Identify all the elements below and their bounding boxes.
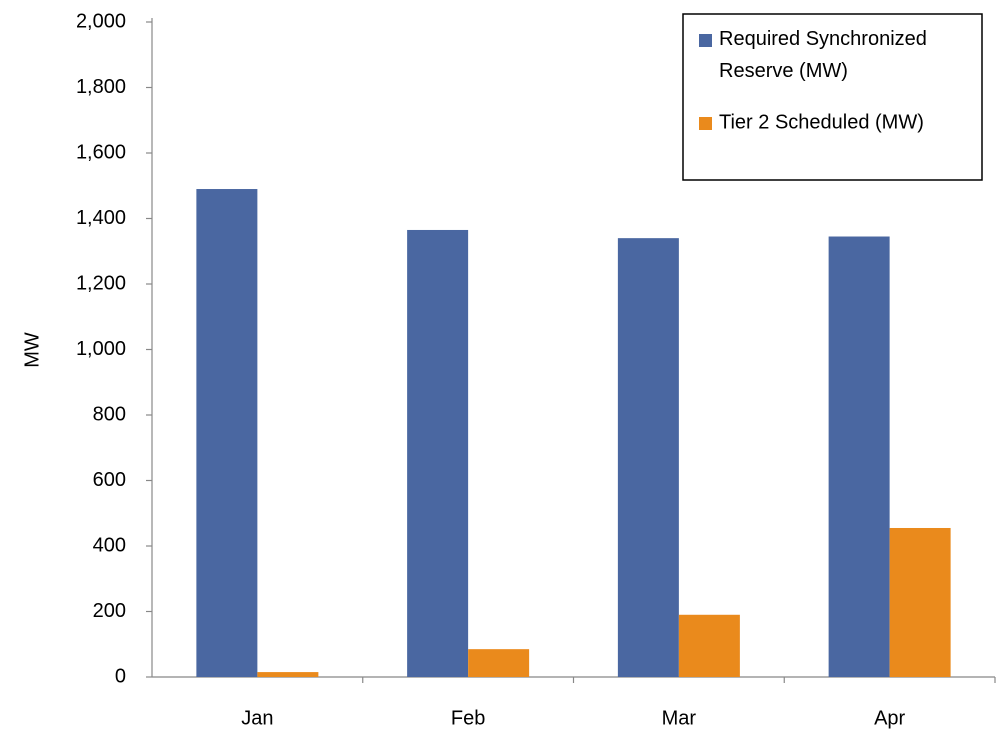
x-tick-label: Jan	[241, 707, 273, 729]
y-tick-label: 1,200	[76, 272, 126, 294]
y-tick-label: 600	[93, 469, 126, 491]
x-tick-label: Mar	[662, 707, 697, 729]
y-tick-label: 0	[115, 665, 126, 687]
legend-swatch	[699, 34, 712, 47]
y-tick-label: 400	[93, 534, 126, 556]
y-tick-label: 200	[93, 600, 126, 622]
legend-label: Required Synchronized Reserve (MW)	[719, 28, 927, 82]
y-axis-label: MW	[21, 332, 43, 368]
y-tick-label: 1,600	[76, 141, 126, 163]
bar	[678, 614, 740, 677]
y-tick-label: 1,400	[76, 207, 126, 229]
legend-label: Tier 2 Scheduled (MW)	[719, 111, 924, 133]
bar	[889, 527, 951, 677]
bar	[828, 236, 890, 677]
bar	[468, 649, 530, 677]
bar	[257, 672, 319, 677]
x-tick-label: Feb	[451, 707, 485, 729]
bar	[617, 238, 679, 677]
y-tick-label: 2,000	[76, 10, 126, 32]
y-tick-label: 1,000	[76, 338, 126, 360]
x-tick-label: Apr	[874, 707, 905, 729]
legend-box	[682, 13, 983, 181]
y-tick-label: 800	[93, 403, 126, 425]
legend-swatch	[699, 117, 712, 130]
bar	[196, 189, 258, 677]
y-tick-label: 1,800	[76, 76, 126, 98]
bar	[407, 229, 469, 677]
